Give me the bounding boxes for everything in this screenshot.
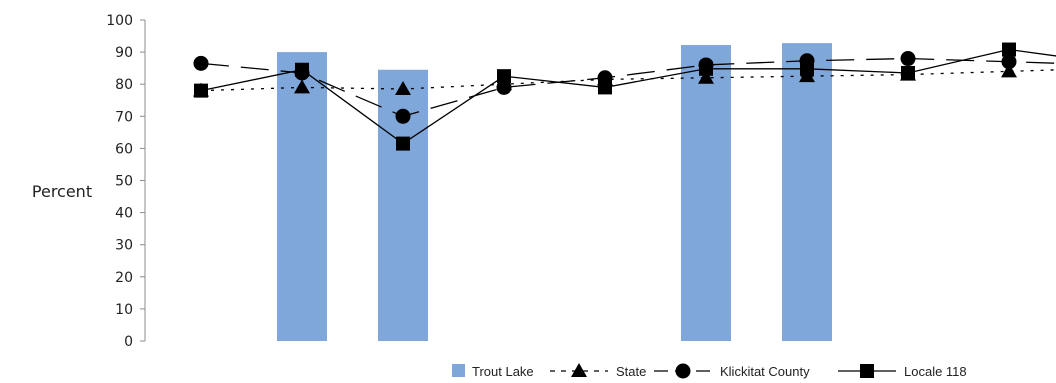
- legend-marker: [860, 364, 874, 378]
- data-point-locale-118: [497, 69, 511, 84]
- data-point-locale-118: [800, 61, 814, 76]
- y-tick-label: 30: [115, 238, 133, 254]
- series-markers: [193, 42, 1017, 151]
- data-point-klickitat-county: [900, 51, 916, 67]
- y-axis-label: Percent: [32, 182, 92, 201]
- data-point-state: [294, 79, 310, 94]
- y-tick-label: 40: [115, 206, 133, 222]
- y-axis: 0 10 20 30 40 50 60 70 80 90 100: [106, 13, 146, 350]
- y-tick-label: 50: [115, 174, 133, 190]
- data-point-locale-118: [396, 136, 410, 151]
- y-tick-label: 80: [115, 77, 133, 93]
- y-tick-label: 60: [115, 141, 133, 157]
- y-tick-label: 0: [124, 334, 133, 350]
- legend-label: Trout Lake: [472, 364, 534, 379]
- bars: [277, 43, 832, 342]
- legend: Trout Lake State Klickitat County Locale 11…: [452, 363, 967, 379]
- series-line-klickitat-county: [200, 57, 1056, 117]
- bar: [782, 43, 832, 341]
- data-point-klickitat-county: [1001, 54, 1017, 70]
- legend-label: Locale 118: [904, 364, 967, 379]
- bar: [277, 52, 327, 341]
- legend-label: State: [616, 364, 646, 379]
- legend-marker: [675, 363, 691, 379]
- series-line-state: [200, 69, 1056, 92]
- data-point-locale-118: [194, 83, 208, 98]
- data-point-locale-118: [1002, 42, 1016, 57]
- data-point-state: [1001, 63, 1017, 78]
- data-point-locale-118: [295, 62, 309, 77]
- series-line-locale-118: [200, 48, 1056, 145]
- data-point-state: [698, 69, 714, 84]
- data-point-klickitat-county: [496, 79, 512, 95]
- bar: [681, 45, 731, 342]
- legend-label: Klickitat County: [720, 364, 810, 379]
- data-point-klickitat-county: [395, 108, 411, 124]
- y-tick-label: 70: [115, 109, 133, 125]
- data-point-locale-118: [901, 65, 915, 80]
- y-tick-label: 90: [115, 45, 133, 61]
- y-tick-label: 100: [106, 13, 133, 29]
- legend-swatch: [452, 364, 465, 377]
- legend-marker: [571, 363, 587, 377]
- series-lines: [200, 48, 1056, 145]
- y-tick-label: 20: [115, 270, 133, 286]
- data-point-locale-118: [598, 80, 612, 95]
- y-tick-label: 10: [115, 302, 133, 318]
- data-point-locale-118: [699, 61, 713, 76]
- data-point-klickitat-county: [193, 55, 209, 71]
- data-point-state: [395, 81, 411, 96]
